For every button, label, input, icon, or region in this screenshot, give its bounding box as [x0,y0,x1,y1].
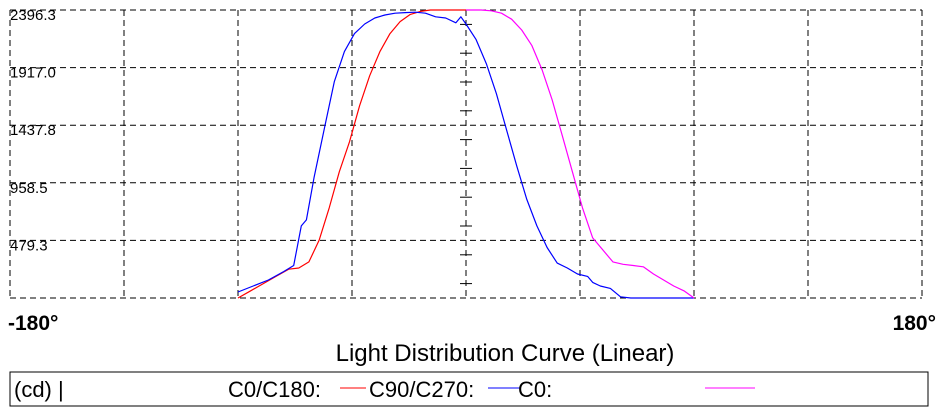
legend: (cd) | C0/C180: C90/C270: C0: [9,371,929,407]
y-tick-label: 2396.3 [10,7,56,24]
legend-label-c0: C0: [518,377,552,402]
legend-label-c90-c270: C90/C270: [369,377,474,402]
x-tick-label-right: 180° [893,312,936,335]
legend-box [9,371,929,407]
grid [9,9,923,299]
y-tick-label: 1437.8 [10,122,56,139]
y-tick-labels: 479.3 958.5 1437.8 1917.0 2396.3 [10,7,56,254]
chart-title: Light Distribution Curve (Linear) [336,340,675,367]
x-tick-label-left: -180° [8,312,58,335]
series-line-2 [466,9,695,299]
y-tick-label: 1917.0 [10,65,56,82]
y-tick-label: 958.5 [10,180,48,197]
center-axis-ticks [460,23,472,285]
legend-unit-label: (cd) | [14,377,64,402]
series-line-1 [237,11,694,299]
legend-label-c0-c180: C0/C180: [228,377,321,402]
series-lines [237,9,695,299]
y-tick-label: 479.3 [10,237,48,254]
